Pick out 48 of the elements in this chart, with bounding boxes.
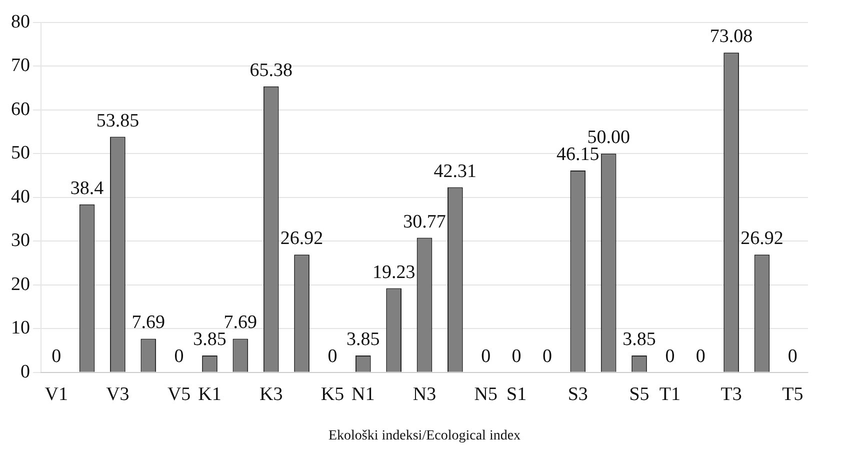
x-tick-label: T3 [720, 384, 742, 405]
x-tick-label: V5 [167, 384, 191, 405]
x-tick-label: N3 [412, 384, 436, 405]
x-tick-label: N1 [352, 384, 375, 405]
x-axis-title: Ekološki indeksi/Ecological index [328, 428, 521, 444]
x-tick-label: K5 [320, 384, 344, 405]
data-label: 0 [174, 346, 184, 367]
y-tick-label: 80 [11, 11, 30, 32]
y-tick-label: 0 [20, 361, 30, 382]
data-label: 42.31 [434, 160, 477, 182]
data-label: 53.85 [96, 110, 140, 132]
data-label: 7.69 [224, 312, 258, 334]
data-label: 26.92 [740, 228, 784, 250]
data-label: 73.08 [710, 26, 753, 48]
data-label: 19.23 [372, 262, 416, 283]
data-label: 0 [696, 346, 706, 367]
y-tick-label: 50 [11, 142, 30, 164]
data-label: 0 [328, 346, 338, 367]
x-tick-label: V3 [106, 384, 130, 405]
x-tick-label: S5 [629, 384, 650, 405]
data-label: 0 [481, 346, 491, 367]
x-tick-label: K3 [259, 384, 283, 405]
x-tick-label: N5 [474, 384, 498, 405]
data-label: 65.38 [250, 60, 292, 81]
y-tick-label: 10 [11, 318, 30, 339]
y-tick-label: 70 [11, 55, 30, 76]
y-tick-label: 30 [11, 230, 30, 252]
data-label: 3.85 [622, 329, 656, 350]
data-label: 0 [52, 346, 62, 367]
x-tick-label: T1 [659, 384, 680, 405]
data-label: 38.4 [70, 178, 104, 199]
x-tick-label: V1 [44, 384, 68, 405]
y-tick-label: 60 [11, 98, 30, 120]
data-label: 0 [542, 346, 552, 367]
data-label: 0 [512, 346, 522, 367]
data-label: 7.69 [132, 312, 166, 334]
x-tick-label: S3 [568, 384, 588, 405]
data-label: 0 [665, 346, 675, 367]
data-label: 0 [788, 346, 798, 367]
x-tick-label: S1 [506, 384, 527, 405]
y-tick-label: 20 [11, 274, 30, 295]
data-label: 26.92 [280, 228, 324, 250]
y-tick-label: 40 [11, 186, 30, 208]
data-label: 3.85 [193, 329, 226, 350]
data-label: 3.85 [346, 329, 380, 350]
x-tick-label: T5 [782, 384, 804, 405]
x-tick-label: K1 [198, 384, 222, 405]
data-label: 30.77 [403, 211, 446, 232]
